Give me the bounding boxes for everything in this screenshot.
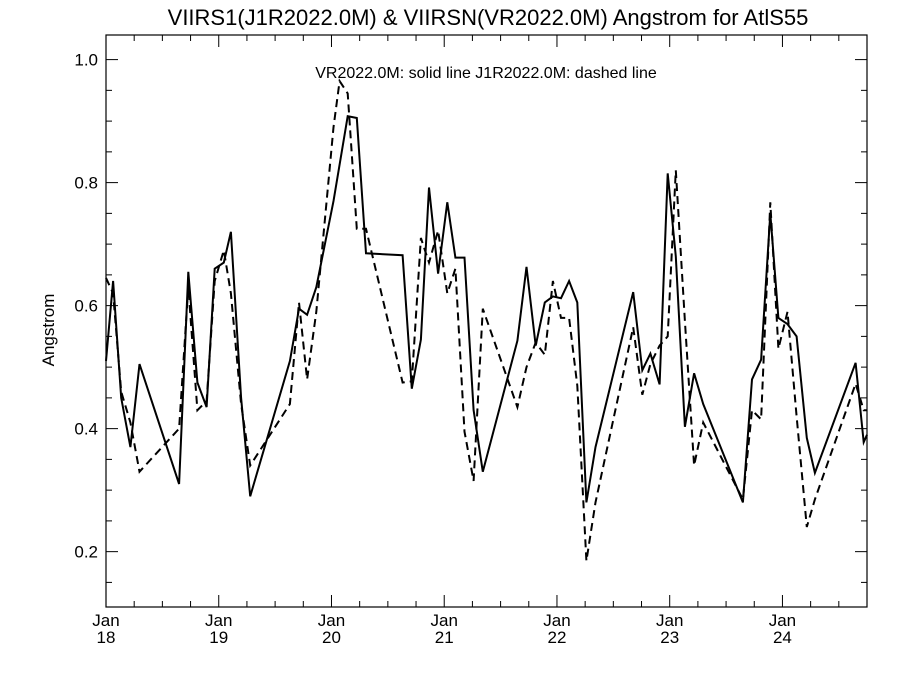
y-axis-label: Angstrom xyxy=(39,294,58,367)
x-tick-label-month: Jan xyxy=(318,611,345,630)
chart-title: VIIRS1(J1R2022.0M) & VIIRSN(VR2022.0M) A… xyxy=(168,5,809,30)
x-tick-label-year: 22 xyxy=(548,628,567,647)
plot-area: 0.20.40.60.81.0Jan18Jan19Jan20Jan21Jan22… xyxy=(74,35,868,647)
x-tick-label-year: 21 xyxy=(435,628,454,647)
series-line-dashed xyxy=(105,78,867,562)
series-line-solid xyxy=(105,115,868,503)
x-tick-label-year: 24 xyxy=(773,628,792,647)
x-tick-label-year: 18 xyxy=(97,628,116,647)
x-tick-label-month: Jan xyxy=(205,611,232,630)
x-tick-label-month: Jan xyxy=(92,611,119,630)
x-tick-label-year: 23 xyxy=(660,628,679,647)
x-tick-label-month: Jan xyxy=(543,611,570,630)
line-style-annotation: VR2022.0M: solid line J1R2022.0M: dashed… xyxy=(315,65,657,82)
y-tick-label: 0.4 xyxy=(74,420,98,439)
x-tick-label-year: 19 xyxy=(209,628,228,647)
x-tick-label-month: Jan xyxy=(769,611,796,630)
y-tick-label: 0.8 xyxy=(74,174,98,193)
plot-frame xyxy=(105,34,868,608)
x-tick-label-month: Jan xyxy=(431,611,458,630)
y-tick-label: 0.2 xyxy=(74,543,98,562)
x-tick-label-year: 20 xyxy=(322,628,341,647)
y-tick-label: 0.6 xyxy=(74,297,98,316)
x-tick-label-month: Jan xyxy=(656,611,683,630)
y-tick-label: 1.0 xyxy=(74,51,98,70)
